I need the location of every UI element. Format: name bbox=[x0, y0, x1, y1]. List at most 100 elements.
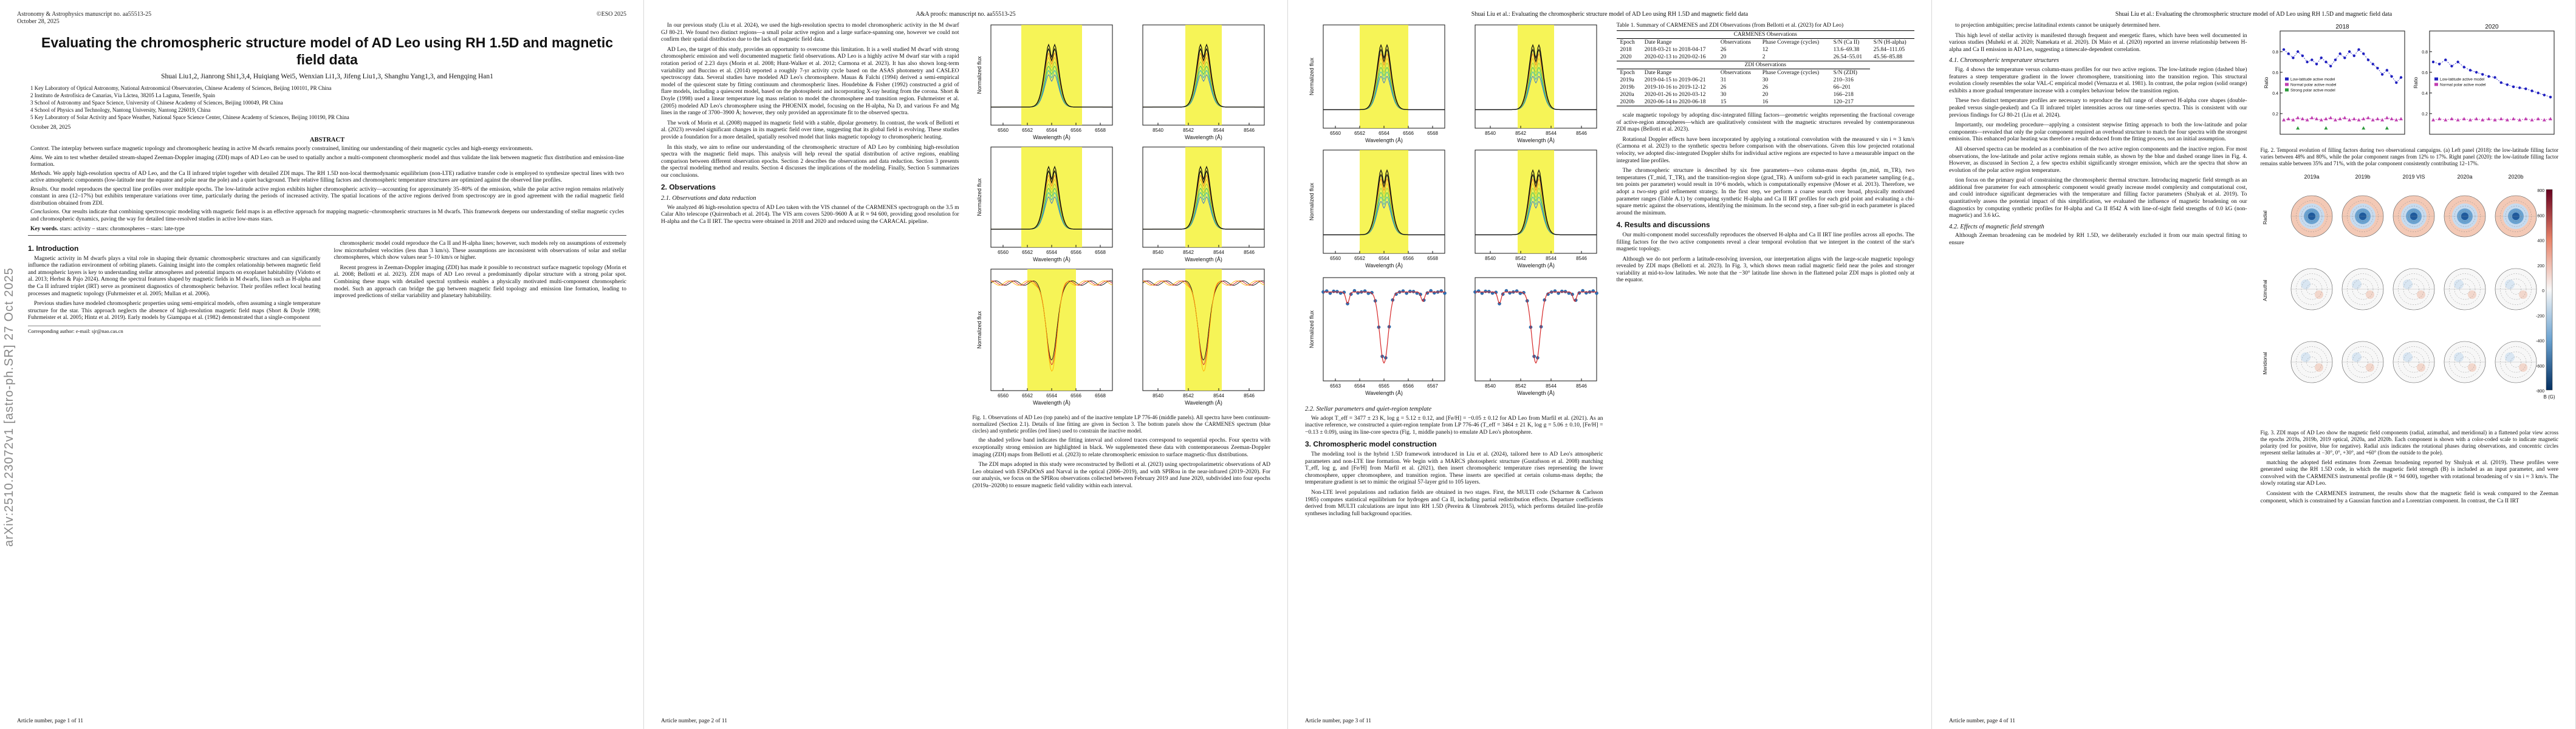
data-point bbox=[2530, 118, 2534, 122]
table-header-cell: Phase Coverage (cycles) bbox=[1758, 38, 1830, 46]
data-point bbox=[2333, 118, 2337, 122]
synthetic-profile bbox=[1323, 292, 1445, 364]
tick-label: 6566 bbox=[1403, 383, 1414, 389]
data-point bbox=[2399, 76, 2402, 79]
table-header-cell: Date Range bbox=[1640, 69, 1717, 77]
data-point bbox=[2431, 118, 2435, 122]
data-point bbox=[2487, 75, 2490, 78]
colorbar-tick: 0 bbox=[2542, 289, 2544, 293]
paragraph: This high level of stellar activity is m… bbox=[1949, 32, 2247, 53]
table-cell: 2020-06-14 to 2020-06-18 bbox=[1644, 99, 1706, 105]
tick-label: 8542 bbox=[1515, 131, 1526, 136]
table-cell: 26 bbox=[1720, 47, 1727, 53]
data-point bbox=[2338, 52, 2341, 55]
data-point bbox=[2375, 117, 2379, 120]
paragraph: Rotational Doppler effects have been inc… bbox=[1616, 136, 1915, 164]
spectrum-line bbox=[1475, 169, 1597, 236]
paragraph: All observed spectra can be modeled as a… bbox=[1949, 146, 2247, 174]
zdi-map bbox=[2495, 269, 2537, 310]
data-point bbox=[2380, 118, 2384, 122]
table-cell: 15 bbox=[1720, 99, 1727, 105]
table-cell: 2020-02-13 to 2020-02-16 bbox=[1644, 54, 1706, 60]
running-header: A&A proofs: manuscript no. aa55513-25 bbox=[916, 11, 1016, 18]
filling-factor-panel: 2020 0.8 0.6 0.4 0.2 Ratio Low-latitude active… bbox=[2413, 24, 2554, 135]
table-cell: 26.54–55.01 bbox=[1833, 54, 1863, 60]
tick-label: 0.8 bbox=[2422, 50, 2428, 55]
table-header-cell: S/N (H-alpha) bbox=[1869, 38, 1914, 46]
data-point bbox=[2443, 118, 2447, 122]
spectrum-panel: 6560 6562 6564 6566 6568 Wavelength (Å) Normal… bbox=[976, 24, 1112, 140]
data-point bbox=[2385, 69, 2388, 72]
data-point bbox=[2480, 118, 2484, 122]
legend-swatch bbox=[2284, 88, 2289, 92]
data-point bbox=[2366, 58, 2369, 61]
tick-label: 6560 bbox=[998, 393, 1009, 399]
colorbar-tick: 400 bbox=[2537, 239, 2544, 244]
data-point bbox=[2352, 54, 2355, 57]
table-cell: 66–201 bbox=[1833, 84, 1851, 91]
observed-point bbox=[1328, 291, 1332, 295]
paragraph: chromospheric model could reproduce the … bbox=[334, 241, 627, 261]
data-point bbox=[2536, 117, 2540, 120]
spectrum-line bbox=[1142, 165, 1264, 230]
data-point bbox=[2291, 56, 2295, 60]
paragraph: Importantly, our modeling procedure—appl… bbox=[1949, 122, 2247, 143]
axis-title: Ratio bbox=[2413, 77, 2419, 88]
page-4: Shuai Liu et al.: Evaluating the chromos… bbox=[1932, 0, 2576, 729]
axis-title: Wavelength (Å) bbox=[1185, 400, 1222, 406]
field-region bbox=[2402, 352, 2413, 363]
spectrum-line bbox=[1323, 169, 1445, 236]
observed-point bbox=[1429, 289, 1433, 293]
data-point bbox=[2462, 117, 2466, 120]
table-group-title: CARMENES Observations bbox=[1616, 30, 1914, 39]
table-header-cell: Phase Coverage (cycles) bbox=[1758, 69, 1830, 77]
data-point bbox=[2310, 58, 2314, 61]
tick-label: 8546 bbox=[1576, 256, 1587, 261]
abstract: Context. The interplay between surface m… bbox=[30, 146, 624, 223]
paragraph: Although Zeeman broadening can be modele… bbox=[1949, 233, 2247, 247]
table-cell: 2019-10-16 to 2019-12-12 bbox=[1644, 84, 1706, 91]
tick-label: 0.2 bbox=[2422, 112, 2428, 117]
page-footer: Article number, page 4 of 11 bbox=[1949, 718, 2016, 724]
zdi-map bbox=[2341, 341, 2383, 383]
tick-label: 8540 bbox=[1153, 250, 1163, 255]
tick-label: 0.6 bbox=[2272, 71, 2278, 75]
data-point bbox=[2475, 70, 2478, 74]
zdi-map bbox=[2393, 341, 2434, 383]
zdi-map bbox=[2290, 341, 2332, 383]
data-point bbox=[2394, 118, 2398, 122]
observed-point bbox=[1480, 291, 1484, 295]
abstract-context: Context. The interplay between surface m… bbox=[30, 146, 533, 152]
table-cell: 31 bbox=[1720, 77, 1727, 83]
paragraph: matching the adopted field estimates fro… bbox=[2260, 459, 2559, 487]
axis-title: Ratio bbox=[2264, 77, 2269, 88]
tick-label: 8540 bbox=[1485, 256, 1496, 261]
tick-label: 6566 bbox=[1070, 250, 1081, 255]
figure-2: 2018 0.8 0.6 0.4 0.2 Ratio Low-latitude active… bbox=[2264, 24, 2554, 135]
data-point bbox=[2301, 54, 2304, 57]
data-point bbox=[2512, 85, 2515, 88]
data-point bbox=[2542, 118, 2546, 122]
axis-title: Normalized flux bbox=[1309, 310, 1315, 348]
colorbar-tick: 800 bbox=[2537, 189, 2544, 193]
observed-point bbox=[1581, 289, 1584, 293]
subsection-heading: 4.2. Effects of magnetic field strength bbox=[1949, 223, 2044, 230]
zdi-map bbox=[2444, 341, 2485, 383]
zdi-map bbox=[2495, 196, 2537, 238]
panel-title: 2020 bbox=[2485, 24, 2499, 30]
field-region bbox=[2453, 352, 2464, 363]
paragraph: Our multi-component model successfully r… bbox=[1616, 231, 1915, 253]
table-cell: 120–217 bbox=[1833, 99, 1854, 105]
figure-column: 2018 0.8 0.6 0.4 0.2 Ratio Low-latitude active… bbox=[2261, 22, 2559, 508]
data-point bbox=[2338, 117, 2342, 120]
data-point bbox=[2362, 52, 2365, 55]
subsection-heading: 2.2. Stellar parameters and quiet-region… bbox=[1305, 406, 1432, 412]
tick-label: 8542 bbox=[1183, 250, 1194, 255]
table-cell: 16 bbox=[1762, 99, 1769, 105]
affiliation: 3 School of Astronomy and Space Science,… bbox=[30, 100, 283, 106]
data-point bbox=[2517, 118, 2521, 122]
keywords: Key words. stars: activity – stars: chro… bbox=[30, 226, 185, 232]
text-column-left: to projection ambiguities; precise latit… bbox=[1949, 22, 2247, 508]
page-2: A&A proofs: manuscript no. aa55513-25 In… bbox=[644, 0, 1288, 729]
